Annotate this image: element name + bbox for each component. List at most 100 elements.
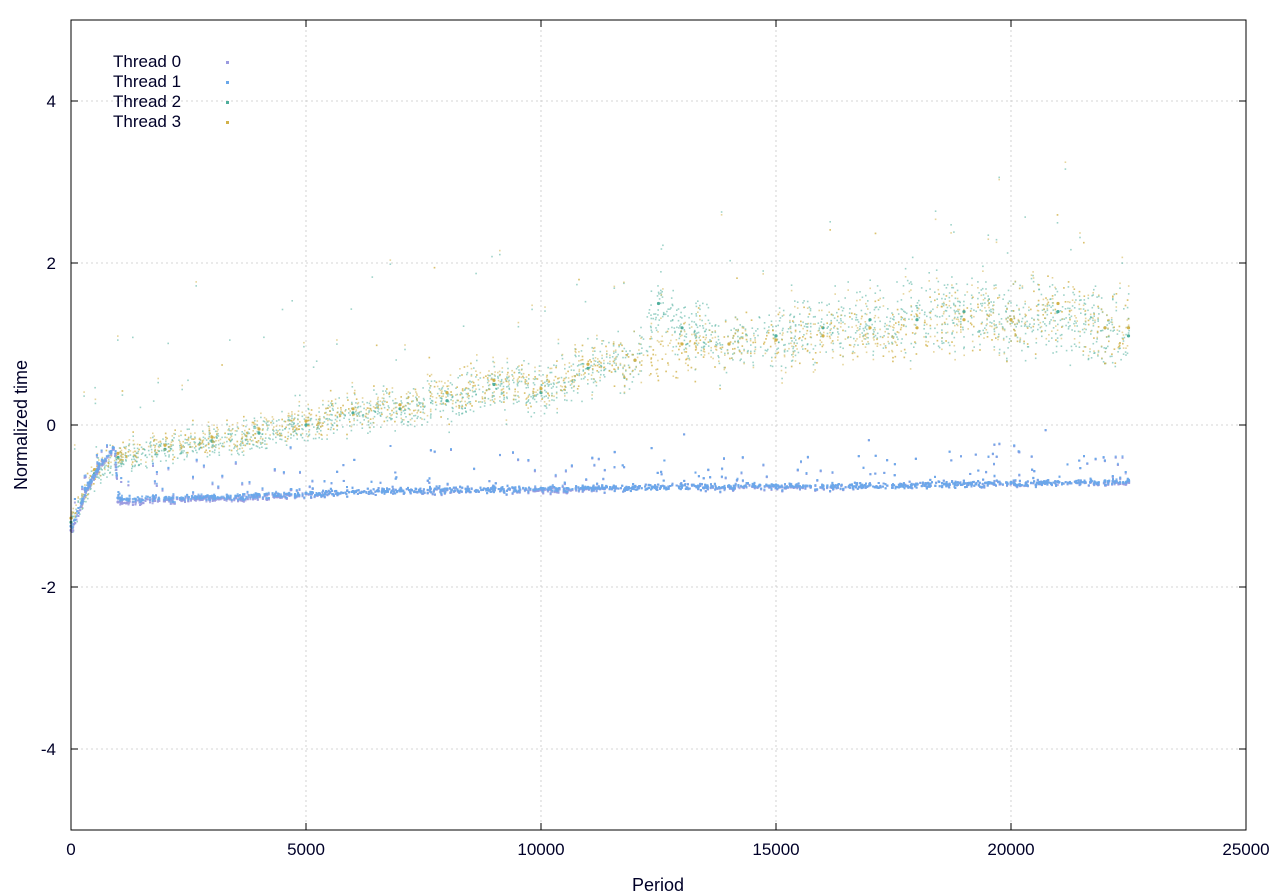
data-point: [901, 308, 904, 311]
data-point: [516, 401, 518, 403]
data-point: [1101, 357, 1103, 359]
data-point: [545, 376, 548, 378]
data-point: [303, 418, 306, 420]
data-point: [73, 444, 76, 446]
data-point: [403, 419, 405, 421]
data-point: [971, 340, 974, 343]
data-point: [1000, 323, 1003, 325]
data-point: [1080, 312, 1082, 314]
data-point: [202, 446, 205, 448]
data-point: [614, 370, 616, 373]
data-point: [1055, 332, 1057, 335]
data-point: [1087, 358, 1090, 361]
data-point: [942, 342, 945, 344]
data-point: [672, 346, 675, 348]
data-point: [512, 402, 515, 405]
data-point: [981, 310, 983, 312]
data-point: [779, 317, 782, 319]
data-point: [506, 397, 508, 400]
data-point: [694, 349, 697, 351]
data-point: [355, 398, 358, 400]
data-point: [287, 416, 290, 419]
data-point: [921, 309, 923, 311]
data-point: [590, 364, 592, 367]
data-point: [606, 350, 608, 352]
data-point: [985, 292, 987, 295]
data-point: [742, 327, 745, 329]
data-point: [916, 315, 918, 317]
data-point: [1123, 336, 1126, 339]
data-point: [1092, 322, 1095, 325]
data-point: [772, 329, 774, 332]
data-point: [1092, 325, 1095, 327]
data-point: [671, 303, 674, 306]
data-point: [732, 337, 734, 339]
data-point: [1115, 301, 1118, 304]
data-point: [545, 380, 548, 382]
data-point: [844, 314, 846, 317]
data-point: [680, 331, 682, 333]
data-point: [1014, 280, 1017, 283]
data-point: [365, 409, 367, 411]
data-point: [318, 422, 320, 424]
data-point: [304, 419, 308, 423]
data-point: [198, 444, 200, 447]
data-point: [507, 385, 510, 387]
data-point: [844, 338, 847, 340]
data-point: [263, 416, 266, 419]
data-point: [790, 365, 793, 368]
data-point: [993, 284, 995, 287]
data-point: [623, 374, 625, 377]
data-point: [532, 388, 535, 390]
data-point: [318, 423, 320, 426]
data-point: [159, 445, 162, 447]
data-point: [601, 357, 603, 360]
data-point: [750, 352, 752, 355]
data-point: [1054, 294, 1056, 296]
data-point: [737, 342, 740, 344]
data-point: [897, 313, 900, 315]
data-point: [970, 307, 973, 310]
data-point: [212, 445, 214, 448]
data-point: [1009, 318, 1013, 322]
data-point: [794, 300, 796, 302]
data-point: [202, 436, 205, 439]
data-point: [794, 324, 797, 326]
data-point: [675, 313, 678, 316]
data-point: [592, 381, 595, 384]
data-point: [1082, 304, 1085, 307]
data-point: [819, 331, 821, 334]
data-point: [221, 436, 223, 439]
data-point: [154, 446, 156, 449]
data-point: [995, 287, 997, 289]
data-point: [700, 354, 703, 356]
data-point: [782, 309, 785, 312]
data-point: [684, 306, 686, 308]
data-point: [564, 363, 566, 366]
data-point: [790, 332, 793, 334]
data-point: [688, 316, 690, 319]
data-point: [513, 371, 516, 374]
data-point: [613, 350, 615, 353]
data-point: [1100, 297, 1103, 299]
data-point: [997, 297, 999, 299]
data-point: [318, 420, 321, 422]
data-point: [1070, 315, 1073, 318]
data-point: [1026, 320, 1028, 323]
data-point: [190, 435, 192, 437]
data-point: [570, 369, 573, 371]
data-point: [118, 461, 121, 463]
data-point: [180, 451, 183, 453]
data-point: [329, 419, 332, 421]
data-point: [440, 403, 443, 405]
data-point: [440, 392, 443, 394]
data-point: [900, 324, 903, 326]
data-point: [992, 308, 994, 310]
data-point: [241, 447, 244, 449]
data-point: [809, 330, 812, 333]
data-point: [879, 306, 881, 308]
data-point: [582, 365, 585, 367]
data-point: [688, 323, 691, 326]
data-point: [638, 342, 640, 345]
data-point: [149, 441, 152, 443]
